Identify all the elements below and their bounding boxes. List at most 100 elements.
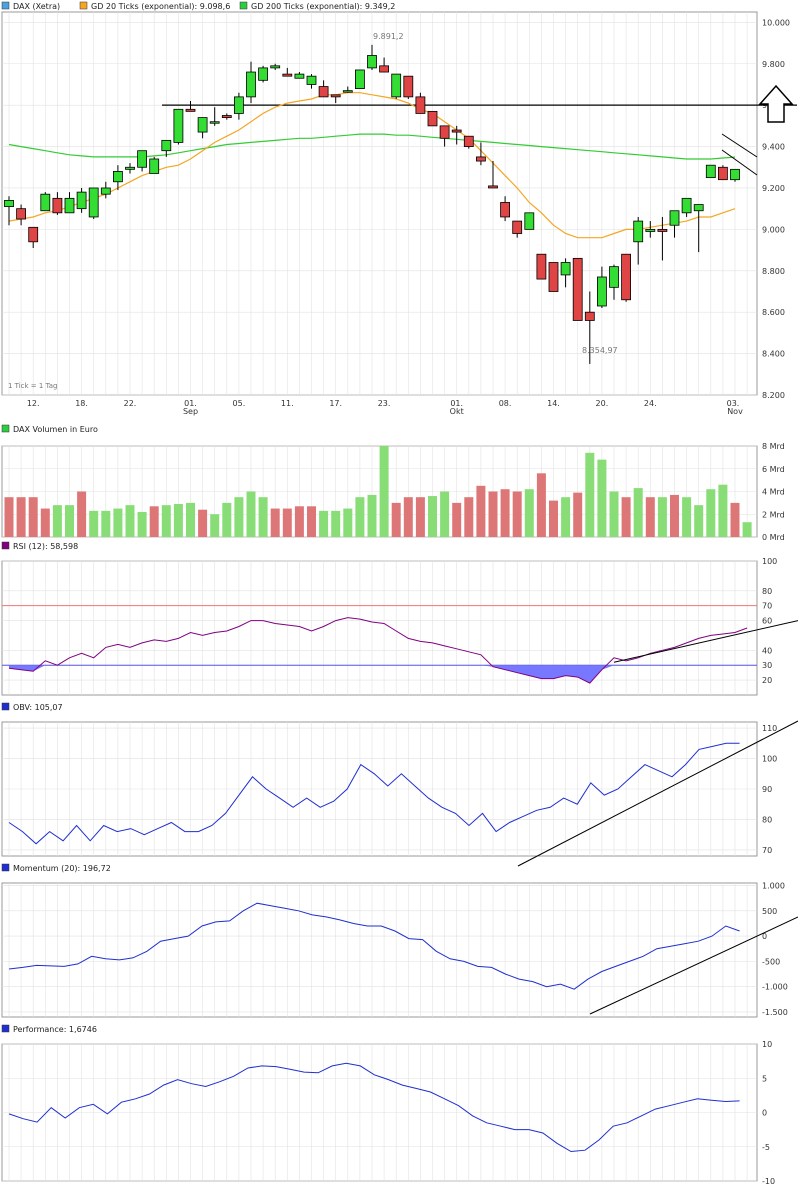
candle-down xyxy=(718,166,728,181)
candle-down xyxy=(403,75,414,98)
x-day-label: 01. xyxy=(450,399,463,408)
rsi-panel-y-label: 70 xyxy=(762,602,772,611)
volume-bar xyxy=(440,491,450,537)
x-day-label: 03. xyxy=(727,399,740,408)
annotation-high: 9.891,2 xyxy=(373,32,404,41)
candle-up xyxy=(88,187,99,218)
volume-bar xyxy=(633,488,643,537)
candle-down xyxy=(282,73,293,77)
volume-bar xyxy=(282,508,292,537)
wedge-lower-line xyxy=(721,149,758,176)
x-axis: 12. 18. 22. 01. 05. 11. 17. 23. 01. 08. 14. 20. 24. 0… xyxy=(27,399,743,416)
rsi-panel-y-label: 60 xyxy=(762,617,772,626)
volume-bar xyxy=(464,497,474,537)
candle-down xyxy=(451,129,462,133)
price-legend: DAX (Xetra) GD 20 Ticks (exponential): 9… xyxy=(1,1,395,11)
price-y-label: 10.000 xyxy=(762,18,790,27)
volume-bar xyxy=(391,502,401,537)
volume-bar xyxy=(186,502,195,537)
volume-bar xyxy=(367,494,377,537)
candle-down xyxy=(536,253,547,280)
volume-bar xyxy=(52,505,62,537)
candle-up xyxy=(40,193,51,212)
volume-bar xyxy=(645,497,655,537)
rsi-panel: 100 80 70 60 40 30 20 xyxy=(1,557,798,696)
volume-bar xyxy=(379,446,389,537)
performance-panel-y-label: -5 xyxy=(762,1143,770,1152)
legend-dax: DAX (Xetra) xyxy=(13,2,60,11)
panel-frame xyxy=(1,11,758,396)
candle-down xyxy=(475,156,486,162)
candle-up xyxy=(560,262,571,276)
price-y-label: 9.000 xyxy=(762,225,785,234)
candle-down xyxy=(500,202,511,218)
wedge-upper-line xyxy=(721,133,758,158)
candle-up xyxy=(524,212,535,230)
volume-y-label: 4 Mrd xyxy=(762,488,785,497)
candle-down xyxy=(185,108,196,112)
momentum-panel-y-label: 0 xyxy=(762,932,767,941)
volume-bar xyxy=(234,497,244,537)
volume-bar xyxy=(621,497,631,537)
candle-up xyxy=(100,187,111,195)
candle-up xyxy=(113,171,123,183)
candle-up xyxy=(270,65,281,69)
candle-down xyxy=(415,96,426,114)
panel-frame xyxy=(1,560,758,696)
candle-up xyxy=(645,228,656,232)
momentum-panel-y-label: 500 xyxy=(762,907,777,916)
annotation-low: 8.354,97 xyxy=(582,346,618,355)
candle-up xyxy=(173,108,184,143)
volume-bar xyxy=(246,491,256,537)
obv-panel-y-label: 100 xyxy=(762,755,777,764)
candle-down xyxy=(221,115,232,118)
volume-bar xyxy=(89,510,99,537)
x-day-label: 14. xyxy=(547,399,560,408)
candle-up xyxy=(294,73,305,79)
candle-up xyxy=(597,276,607,307)
volume-bar xyxy=(4,497,14,537)
momentum-panel: 1.000 500 0 -500 -1.000 -1.500 xyxy=(1,882,798,1018)
candle-down xyxy=(463,135,474,147)
x-month-label: Okt xyxy=(450,407,464,416)
candle-down xyxy=(52,197,63,214)
momentum-panel-y-label: -500 xyxy=(762,957,780,966)
candle-up xyxy=(367,55,377,69)
x-day-label: 23. xyxy=(378,399,391,408)
volume-bar xyxy=(706,489,716,537)
volume-bar xyxy=(561,497,571,537)
obv-trendline xyxy=(517,720,798,867)
candle-down xyxy=(584,311,595,321)
x-month-label: Sep xyxy=(183,407,198,416)
rsi-panel-y-label: 40 xyxy=(762,646,772,655)
volume-bar xyxy=(270,508,280,537)
candle-down xyxy=(330,94,341,98)
volume-bar xyxy=(161,505,171,537)
x-day-label: 17. xyxy=(329,399,342,408)
candle-down xyxy=(621,253,631,301)
volume-bar xyxy=(355,497,365,537)
candle-down xyxy=(488,185,498,189)
candle-down xyxy=(318,86,329,98)
obv-panel-y-label: 110 xyxy=(762,724,777,733)
volume-bar xyxy=(694,505,704,537)
volume-bar xyxy=(597,459,607,537)
candle-up xyxy=(4,199,14,208)
candle-down xyxy=(439,125,450,139)
candle-up xyxy=(76,191,87,210)
volume-bar xyxy=(149,506,159,537)
momentum-panel-y-label: 1.000 xyxy=(762,882,785,891)
candle-up xyxy=(609,266,619,288)
obv-panel: 110 100 90 80 70 xyxy=(1,720,798,867)
volume-y-label: 6 Mrd xyxy=(762,465,785,474)
candle-up xyxy=(693,204,704,212)
volume-bar xyxy=(16,497,26,537)
volume-bar xyxy=(718,484,728,537)
volume-y-label: 0 Mrd xyxy=(762,533,785,542)
x-day-label: 11. xyxy=(281,399,294,408)
candle-up xyxy=(730,168,740,181)
volume-bar xyxy=(125,505,135,537)
candle-down xyxy=(379,65,390,73)
ema20-line xyxy=(8,92,736,239)
